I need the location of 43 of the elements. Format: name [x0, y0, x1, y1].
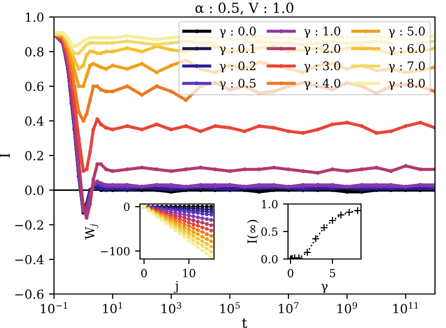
x-axis-title: γ [321, 284, 328, 293]
y-tick-label: 0.2 [25, 150, 44, 160]
x-tick-label: 10$^{1}$ [103, 302, 122, 314]
y-tick-label: 0.0 [25, 186, 44, 196]
y-axis-title: W$_{j}$ [85, 224, 98, 240]
y-axis-title: I(∞) [247, 220, 259, 244]
x-tick-label: 10 [183, 268, 196, 278]
legend-label: γ : 0.2 [220, 61, 256, 73]
y-tick-label: 0.8 [25, 47, 44, 57]
legend-label: γ : 0.5 [220, 78, 256, 90]
y-tick-label: 0.6 [25, 82, 44, 92]
x-tick-label: 0 [288, 268, 294, 278]
x-tick-label: 10$^{−1}$ [40, 302, 68, 314]
x-tick-label: 10$^{3}$ [162, 302, 182, 314]
legend-label: γ : 0.0 [220, 26, 256, 38]
y-tick-label: −100 [100, 246, 130, 256]
legend-label: γ : 3.0 [304, 61, 340, 73]
x-tick-label: 10$^{9}$ [338, 302, 358, 314]
legend-label: γ : 8.0 [388, 78, 425, 90]
legend-label: γ : 7.0 [388, 61, 425, 73]
x-axis-title: t [242, 318, 248, 328]
chart-title: α : 0.5, V : 1.0 [195, 2, 294, 15]
legend-label: γ : 5.0 [388, 26, 425, 38]
y-axis-title: I [0, 154, 10, 158]
y-tick-label: 0.4 [25, 116, 44, 126]
x-tick-label: 10$^{7}$ [278, 302, 298, 314]
y-tick-label: 0.5 [261, 227, 278, 236]
legend-label: γ : 6.0 [388, 44, 425, 56]
legend-label: γ : 1.0 [304, 26, 340, 38]
y-tick-label: 0.0 [261, 254, 278, 264]
y-tick-label: 1.0 [262, 200, 278, 208]
x-tick-label: 0 [141, 268, 147, 278]
legend-label: γ : 0.1 [220, 44, 255, 56]
legend-label: γ : 2.0 [304, 44, 340, 56]
y-tick-label: 1.0 [26, 12, 44, 22]
x-tick-label: 5 [330, 269, 336, 278]
legend-label: γ : 4.0 [304, 78, 340, 90]
x-tick-label: 10$^{11}$ [393, 302, 418, 314]
x-axis-title: j [174, 280, 178, 293]
y-tick-label: −0.4 [15, 254, 44, 264]
x-tick-label: 10$^{5}$ [220, 302, 240, 314]
y-tick-label: −0.2 [15, 220, 44, 230]
y-tick-label: −0.6 [15, 289, 44, 299]
